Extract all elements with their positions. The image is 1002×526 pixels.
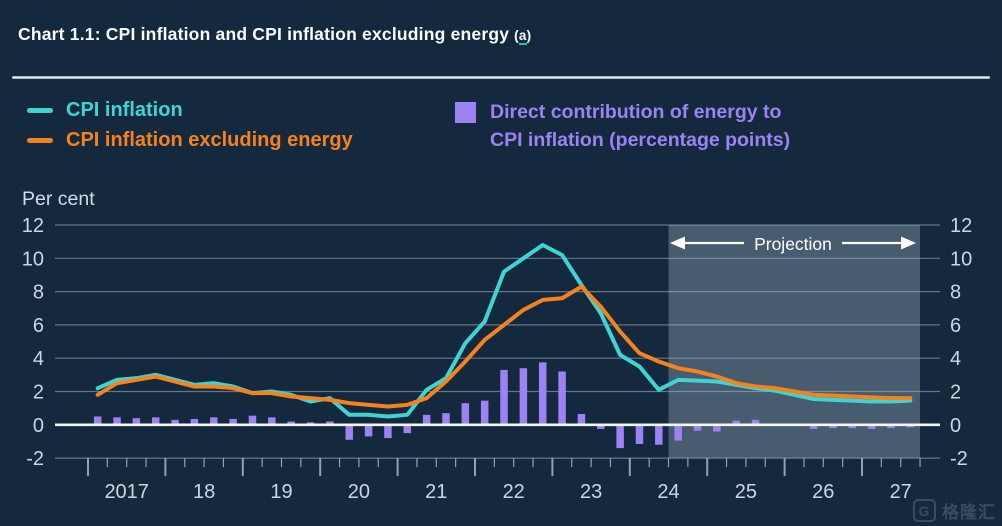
energy-contribution-bar <box>210 417 218 425</box>
x-tick-label: 18 <box>193 481 215 503</box>
legend-item-cpi-excl-energy: CPI inflation excluding energy <box>27 129 353 151</box>
energy-contribution-bar <box>693 424 702 431</box>
footnote-link[interactable]: (a) <box>514 28 532 45</box>
page-title: Chart 1.1: CPI inflation and CPI inflati… <box>18 24 531 45</box>
y-tick-label-left: 6 <box>33 315 44 337</box>
title-separator <box>12 76 990 79</box>
y-tick-label-left: 10 <box>22 248 44 270</box>
projection-region <box>668 225 921 459</box>
energy-contribution-bar <box>867 424 876 429</box>
energy-contribution-bar <box>655 424 663 445</box>
legend-item-energy-contribution: Direct contribution of energy to CPI inf… <box>455 99 790 154</box>
y-tick-label-right: 8 <box>950 282 961 304</box>
y-tick-label-left: 12 <box>22 215 44 237</box>
cpi-excl-energy-line-swatch-icon <box>27 137 53 143</box>
y-tick-label-right: 4 <box>950 348 961 370</box>
energy-contribution-bar <box>500 369 508 425</box>
energy-contribution-bar <box>848 424 857 429</box>
energy-contribution-bar <box>422 414 431 425</box>
energy-contribution-bar <box>287 421 295 425</box>
energy-contribution-bar <box>403 424 412 434</box>
energy-contribution-bar <box>480 400 489 425</box>
energy-contribution-bar <box>887 424 895 429</box>
energy-contribution-bar <box>248 415 257 425</box>
energy-contribution-bar <box>132 418 141 425</box>
energy-contribution-bar <box>616 424 624 449</box>
y-tick-label-left: 8 <box>33 282 44 304</box>
energy-contribution-bar <box>751 419 760 425</box>
x-tick-label: 24 <box>657 481 679 503</box>
x-tick-label: 27 <box>890 481 912 503</box>
footnote-letter: a <box>518 28 527 45</box>
gelonghui-logo-icon: G <box>913 499 936 522</box>
x-tick-label: 23 <box>580 481 602 503</box>
projection-arrowhead-right <box>901 236 916 250</box>
cpi-line-swatch-icon <box>27 107 53 113</box>
energy-contribution-bar <box>538 362 547 425</box>
y-tick-label-right: 6 <box>950 315 961 337</box>
legend-lines: CPI inflation CPI inflation excluding en… <box>27 99 353 159</box>
energy-contribution-bar <box>113 417 121 425</box>
cpi-excl-energy-line <box>95 284 913 409</box>
y-tick-label-right: 0 <box>950 415 961 437</box>
legend-item-cpi: CPI inflation <box>27 99 353 121</box>
legend-label-cpi: CPI inflation <box>66 98 183 121</box>
energy-contribution-bar <box>713 424 721 432</box>
energy-contribution-bar <box>364 424 373 437</box>
legend-label-cpi-excl-energy: CPI inflation excluding energy <box>66 128 353 151</box>
energy-contribution-bar <box>384 424 392 439</box>
x-tick-label: 2017 <box>104 481 149 503</box>
energy-contribution-bar <box>171 419 179 425</box>
projection-arrowhead-left <box>670 236 685 250</box>
y-tick-label-left: 4 <box>33 348 44 370</box>
x-tick-label: 20 <box>348 481 370 503</box>
energy-contribution-bar <box>268 417 276 425</box>
energy-contribution-bar <box>442 413 450 425</box>
energy-contribution-bar <box>93 416 102 425</box>
energy-contribution-bar <box>190 418 199 425</box>
energy-contribution-bar <box>732 420 740 425</box>
energy-contribution-bar <box>326 421 334 425</box>
energy-contribution-bar <box>635 424 644 444</box>
y-axis-unit-label: Per cent <box>22 188 95 210</box>
watermark-text: 格隆汇 <box>942 503 996 522</box>
energy-contribution-bar <box>558 371 566 425</box>
energy-contribution-bar <box>519 368 528 425</box>
title-text: Chart 1.1: CPI inflation and CPI inflati… <box>18 24 510 44</box>
x-tick-label: 25 <box>735 481 757 503</box>
legend-label-energy-contribution: Direct contribution of energy to CPI inf… <box>490 101 791 151</box>
y-tick-label-left: 2 <box>33 382 44 404</box>
x-tick-label: 19 <box>270 481 292 503</box>
energy-contribution-bar <box>461 403 470 425</box>
energy-contribution-bar <box>597 424 605 429</box>
energy-contribution-bar <box>229 418 237 425</box>
energy-contribution-bar <box>829 424 837 429</box>
x-tick-label: 22 <box>503 481 525 503</box>
energy-contribution-bar <box>674 424 682 441</box>
energy-contribution-bar <box>151 417 160 425</box>
y-tick-label-left: 0 <box>33 415 44 437</box>
y-tick-label-right: -2 <box>950 448 968 470</box>
energy-contribution-bar <box>809 424 818 429</box>
energy-contribution-bar <box>577 413 586 425</box>
projection-label: Projection <box>754 234 832 254</box>
y-tick-label-right: 2 <box>950 382 961 404</box>
y-tick-label-left: -2 <box>26 448 44 470</box>
watermark-gelonghui: G 格隆汇 <box>913 498 996 523</box>
y-tick-label-right: 12 <box>950 215 972 237</box>
energy-bar-swatch-icon <box>455 102 476 123</box>
y-tick-label-right: 10 <box>950 248 972 270</box>
energy-contribution-bar <box>345 424 353 440</box>
x-tick-label: 26 <box>812 481 834 503</box>
x-tick-label: 21 <box>425 481 447 503</box>
